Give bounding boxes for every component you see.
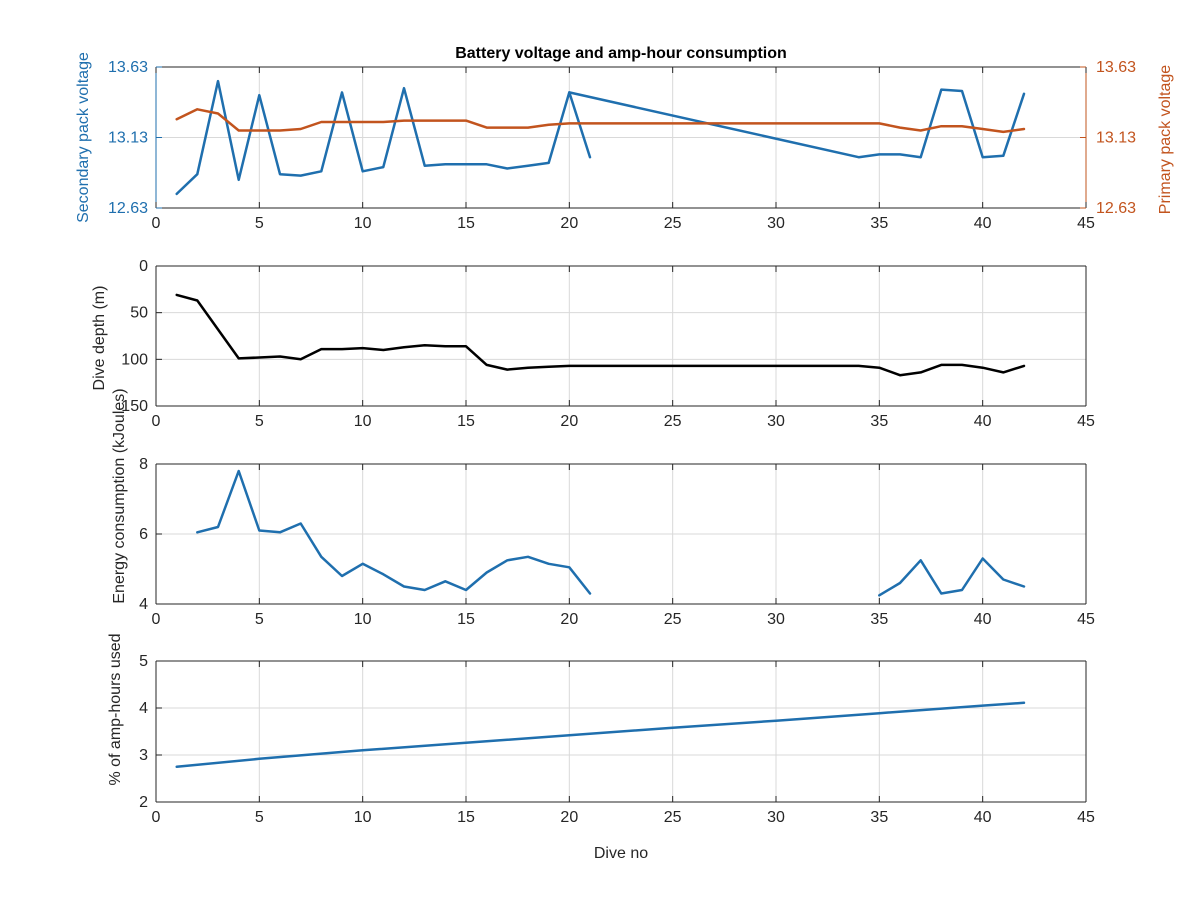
y-tick-label: 4 [139, 596, 148, 613]
x-tick-label: 35 [870, 611, 888, 628]
x-tick-label: 30 [767, 611, 785, 628]
y-tick-label: 8 [139, 456, 148, 473]
y-tick-label: 3 [139, 747, 148, 764]
x-tick-label: 25 [664, 413, 682, 430]
x-tick-label: 20 [560, 809, 578, 826]
x-tick-label: 10 [354, 611, 372, 628]
x-tick-label: 5 [255, 611, 264, 628]
x-axis-label: Dive no [594, 845, 648, 862]
x-tick-label: 40 [974, 611, 992, 628]
y-axis-label: Secondary pack voltage [75, 52, 92, 223]
x-tick-label: 25 [664, 809, 682, 826]
panel-2: 0 5 10 15 20 25 30 35 40 45 0 50 100 150 Dive depth (m… [91, 258, 1095, 430]
x-tick-label: 35 [870, 413, 888, 430]
chart-title: Battery voltage and amp-hour consumption [455, 45, 787, 62]
x-tick-label: 10 [354, 809, 372, 826]
panel-3: 0 5 10 15 20 25 30 35 40 45 4 6 8 Energy consumption … [111, 388, 1095, 628]
x-tick-label: 40 [974, 413, 992, 430]
x-tick-label: 5 [255, 215, 264, 232]
y-tick-label: 13.63 [108, 59, 148, 76]
panels: 0 5 10 15 20 25 30 35 40 4512.6313.1313.6312.6313… [75, 52, 1174, 862]
x-tick-label: 0 [152, 215, 161, 232]
y-tick-label: 100 [121, 351, 148, 368]
panel-1: 0 5 10 15 20 25 30 35 40 4512.6313.1313.6312.6313… [75, 52, 1174, 232]
series-line-1-segment-2 [568, 88, 1026, 159]
x-tick-label: 45 [1077, 809, 1095, 826]
x-tick-label: 35 [870, 809, 888, 826]
x-tick-label: 30 [767, 215, 785, 232]
x-tick-label: 45 [1077, 215, 1095, 232]
x-tick-label: 15 [457, 215, 475, 232]
y-tick-label-right: 13.13 [1096, 130, 1136, 147]
y-tick-label: 6 [139, 526, 148, 543]
y-tick-label: 5 [139, 653, 148, 670]
x-tick-label: 30 [767, 413, 785, 430]
series-line-1-segment-1 [175, 293, 1026, 377]
y-tick-label: 13.13 [108, 130, 148, 147]
y-tick-label: 150 [121, 398, 148, 415]
y-axis-label: % of amp-hours used [107, 633, 124, 785]
x-tick-label: 20 [560, 215, 578, 232]
y-tick-label: 4 [139, 700, 148, 717]
x-tick-label: 15 [457, 611, 475, 628]
y-tick-label: 2 [139, 794, 148, 811]
y-tick-label: 50 [130, 305, 148, 322]
x-tick-label: 0 [152, 413, 161, 430]
x-tick-label: 45 [1077, 413, 1095, 430]
x-tick-label: 25 [664, 611, 682, 628]
y-tick-label-right: 13.63 [1096, 59, 1136, 76]
y-axis-label: Energy consumption (kJoules) [111, 388, 128, 603]
x-tick-label: 30 [767, 809, 785, 826]
x-tick-label: 25 [664, 215, 682, 232]
x-tick-label: 20 [560, 413, 578, 430]
plot-area [156, 266, 1086, 406]
series-line-2-segment-1 [175, 108, 1026, 134]
x-tick-label: 45 [1077, 611, 1095, 628]
x-tick-label: 10 [354, 413, 372, 430]
x-tick-label: 0 [152, 809, 161, 826]
x-tick-label: 5 [255, 413, 264, 430]
x-tick-label: 40 [974, 809, 992, 826]
x-tick-label: 15 [457, 413, 475, 430]
series-line-1-segment-1 [175, 701, 1026, 769]
y-tick-label-right: 12.63 [1096, 200, 1136, 217]
series-line-1-segment-1 [175, 79, 592, 196]
x-tick-label: 15 [457, 809, 475, 826]
x-tick-label: 10 [354, 215, 372, 232]
y-axis-label-right: Primary pack voltage [1157, 65, 1174, 214]
x-tick-label: 5 [255, 809, 264, 826]
x-tick-label: 35 [870, 215, 888, 232]
x-tick-label: 40 [974, 215, 992, 232]
y-tick-label: 0 [139, 258, 148, 275]
y-axis-label: Dive depth (m) [91, 286, 108, 391]
y-tick-label: 12.63 [108, 200, 148, 217]
x-tick-label: 20 [560, 611, 578, 628]
x-tick-label: 0 [152, 611, 161, 628]
series-line-1-segment-2 [878, 557, 1026, 597]
series-line-1-segment-1 [196, 469, 592, 595]
